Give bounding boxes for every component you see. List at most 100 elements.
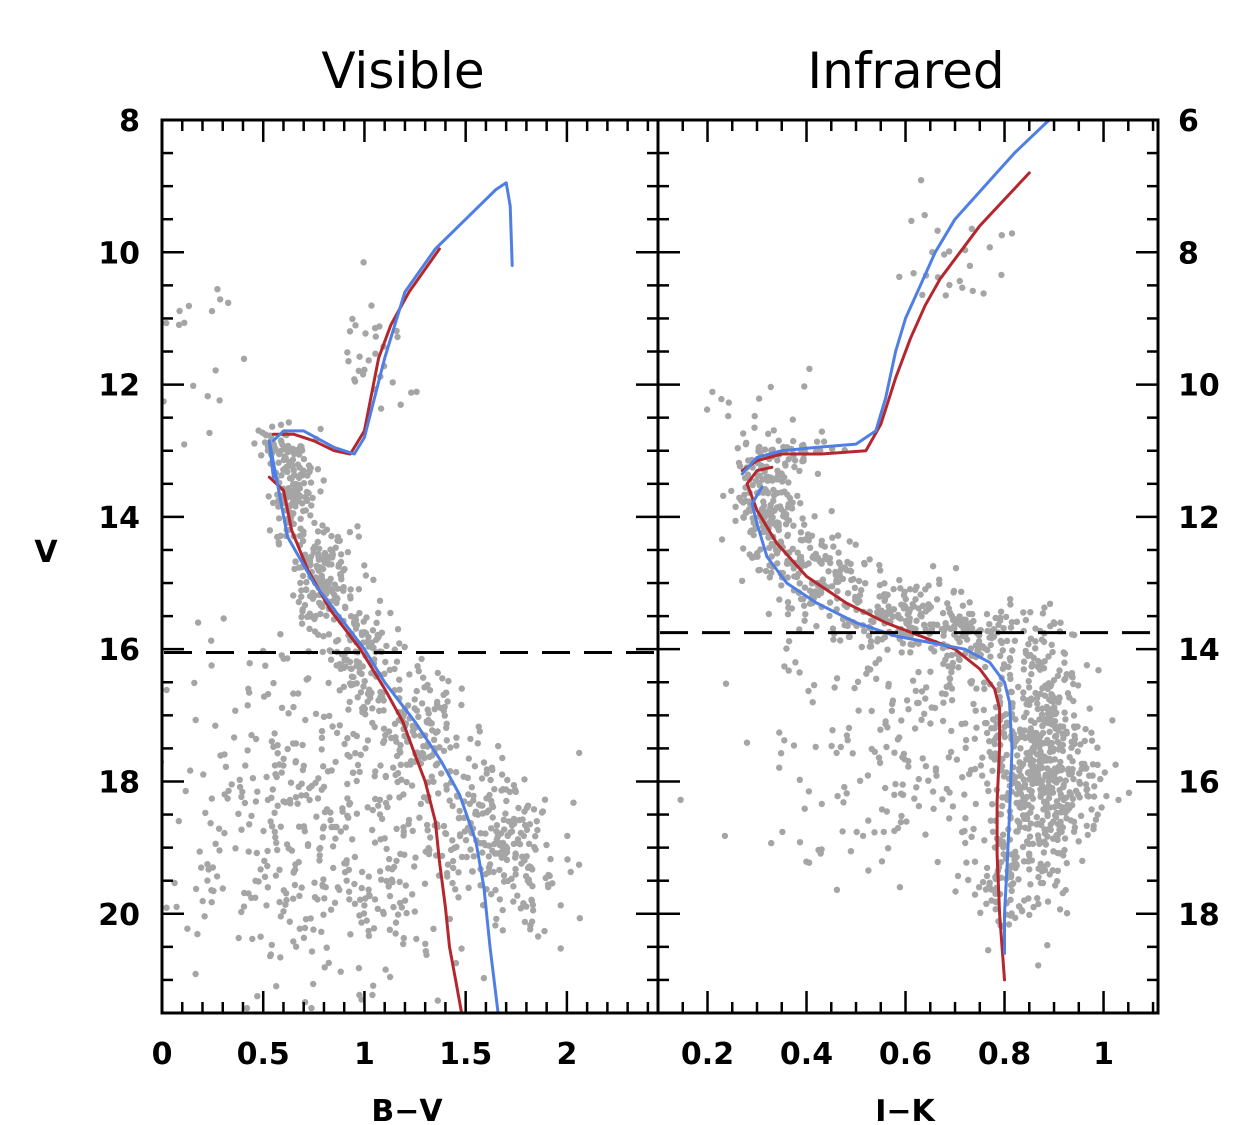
visible-star-point [421,754,428,761]
visible-star-point [252,798,260,805]
infrared-star-point [852,593,859,601]
visible-star-point [300,467,307,474]
visible-star-point [321,895,328,902]
infrared-star-point [805,859,813,866]
visible-star-point [285,419,292,426]
visible-star-point [452,886,459,893]
visible-star-point [521,776,528,783]
infrared-star-point [997,811,1005,818]
visible-star-point [255,878,262,885]
infrared-star-point [1046,770,1054,777]
infrared-star-point [1026,833,1034,840]
infrared-star-point [966,599,973,606]
infrared-star-point [725,399,732,406]
visible-star-point [371,723,378,731]
infrared-star-point [1039,758,1046,765]
visible-star-point [314,466,322,473]
visible-star-point [280,908,287,915]
visible-x-axis-label: B−V [371,1094,443,1121]
visible-star-point [276,866,283,873]
visible-star-point [360,259,367,266]
visible-star-point [278,704,286,711]
visible-star-point [401,643,408,651]
infrared-star-point [781,663,788,670]
visible-star-point [376,707,383,714]
infrared-star-point [1054,867,1062,874]
infrared-star-point [982,663,989,671]
visible-star-point [218,1017,224,1023]
infrared-star-point [865,867,872,874]
visible-star-point [261,857,268,864]
visible-star-point [348,673,356,680]
infrared-star-point [848,576,855,584]
infrared-star-point [1039,722,1046,729]
infrared-star-point [981,719,989,727]
visible-star-point [376,597,384,604]
visible-y-tick-label: 16 [98,633,140,668]
infrared-star-point [1020,858,1028,865]
visible-star-point [346,799,354,807]
visible-star-point [204,393,211,400]
visible-star-point [377,405,385,412]
infrared-star-point [885,603,892,610]
visible-star-point [496,866,503,874]
infrared-star-point [882,784,889,792]
infrared-star-point [960,626,967,633]
visible-star-point [294,461,302,468]
infrared-star-point [1012,864,1019,872]
visible-star-point [213,873,221,880]
infrared-star-point [782,521,790,528]
visible-star-point [325,679,332,687]
visible-star-point [392,771,399,779]
infrared-star-point [1007,601,1014,608]
infrared-star-point [835,559,843,566]
visible-star-point [240,903,248,910]
visible-star-point [526,821,534,828]
infrared-star-point [1009,647,1016,654]
infrared-star-point [761,486,769,493]
visible-star-point [381,835,388,842]
visible-star-point [402,882,409,889]
visible-blue-isochrone [267,439,500,1013]
visible-star-point [374,634,381,642]
visible-star-point [350,769,357,776]
visible-star-point [263,773,270,781]
visible-star-point [246,660,253,667]
infrared-star-point [802,611,809,618]
infrared-star-point [1115,796,1122,804]
infrared-star-point [877,726,884,733]
visible-star-point [443,689,450,696]
visible-star-point [298,620,306,627]
infrared-star-point [854,678,862,685]
infrared-star-point [742,497,750,505]
visible-star-point [346,896,353,903]
visible-star-point [482,830,489,837]
infrared-star-point [844,590,852,597]
visible-star-point [471,763,479,770]
infrared-star-point [1016,819,1023,826]
visible-star-point [401,897,409,904]
infrared-star-point [995,621,1002,628]
infrared-star-point [948,664,956,671]
visible-star-point [299,766,307,774]
visible-star-point [425,844,432,852]
infrared-star-point [1039,753,1047,760]
visible-star-point [392,919,400,926]
infrared-star-point [973,724,980,731]
infrared-star-point [971,891,979,898]
visible-star-point [393,752,401,760]
infrared-star-point [907,649,914,656]
infrared-star-point [761,446,769,453]
infrared-star-point [854,599,861,606]
infrared-star-point [677,796,684,803]
visible-star-point [314,528,322,535]
infrared-star-point [732,517,739,525]
infrared-star-point [1007,624,1015,631]
visible-star-point [343,860,350,867]
infrared-star-point [970,825,977,833]
visible-star-point [372,795,379,803]
infrared-star-point [915,668,922,676]
visible-star-point [557,945,564,952]
infrared-star-point [989,801,996,808]
